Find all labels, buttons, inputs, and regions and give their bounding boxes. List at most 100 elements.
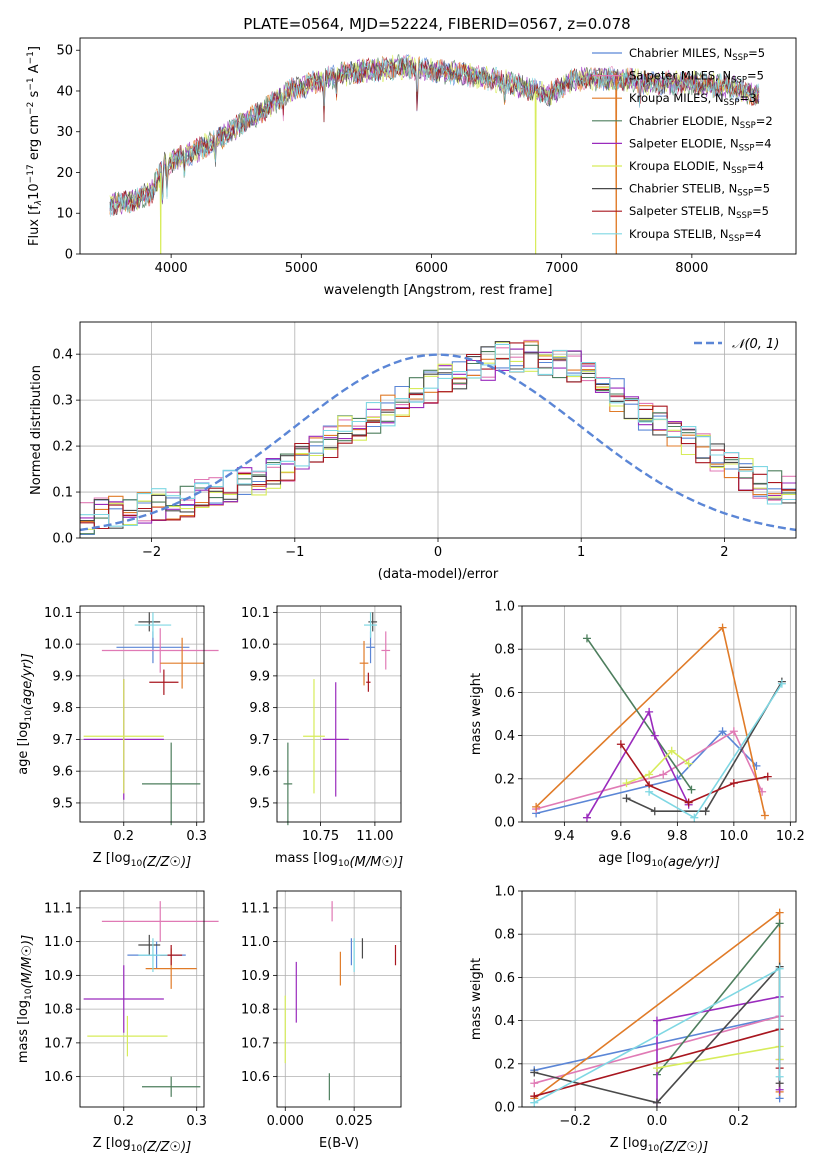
massweight-vs-Z-panel: −0.2 0.0 0.2 0.0 0.2 0.4 0.6 0.8 1.0 Z [log10(Z/Z… (469, 885, 797, 1155)
y-tick-label: 0.1 (52, 486, 73, 501)
spectrum-lines (109, 53, 760, 255)
y-tick-label: 10.8 (44, 1003, 73, 1018)
x-tick-label: 0.025 (336, 1114, 373, 1129)
y-axis-label: mass weight (469, 958, 484, 1040)
massweight-marker-salpeter_elodie (582, 813, 591, 822)
x-tick-label: 8000 (675, 261, 708, 276)
histogram-kroupa_elodie (80, 341, 796, 530)
label-part: (Z/Z☉)] (142, 855, 191, 870)
y-tick-label: 10.0 (44, 638, 73, 653)
x-tick-label: 0 (434, 545, 442, 560)
x-tick-label: 0.2 (113, 829, 134, 844)
y-tick-label: 9.7 (52, 733, 73, 748)
axes-frame (79, 605, 205, 823)
errorbar-chabrier_stelib (368, 612, 378, 632)
massweight-marker-kroupa_miles (532, 802, 541, 811)
x-tick-label: 11.00 (356, 829, 393, 844)
spectrum-line-kroupa_stelib (109, 57, 760, 217)
y-tick-label: 10.6 (241, 1070, 270, 1085)
massweight-marker-kroupa_stelib (690, 813, 699, 822)
y-axis-label: mass [log10(M/M☉)] (16, 935, 35, 1063)
massweight-marker-chabrier_elodie (582, 634, 591, 643)
spectrum-panel: 4000 5000 6000 7000 8000 0 10 20 30 40 50 wavelengt… (26, 37, 797, 298)
histogram-salpeter_stelib (80, 342, 796, 530)
label-part: log (111, 1136, 131, 1151)
legend-label-chabrier_elodie: Chabrier ELODIE, NSSP=2 (629, 114, 773, 131)
y-tick-label: 0 (65, 248, 73, 263)
legend-label-salpeter_stelib: Salpeter STELIB, NSSP=5 (629, 204, 769, 221)
x-tick-label: 5000 (285, 261, 318, 276)
massweight-marker-salpeter_stelib (616, 740, 625, 749)
label-part: (M/M☉)] (20, 935, 35, 989)
x-tick-label: 10.2 (776, 829, 805, 844)
label-part: log (318, 851, 338, 866)
massweight-line-salpeter_miles (535, 730, 763, 810)
y-tick-label: 0.3 (52, 394, 73, 409)
y-tick-label: 0.6 (494, 686, 515, 701)
grid (277, 606, 401, 822)
y-tick-label: 0.2 (494, 1057, 515, 1072)
y-tick-label: 0.4 (494, 1014, 515, 1029)
massweight-marker-kroupa_elodie (684, 759, 693, 768)
errorbar-chabrier_stelib (138, 934, 161, 956)
y-tick-label: 10.7 (44, 1036, 73, 1051)
label-part: 10 (648, 1144, 660, 1154)
errorbar-salpeter_stelib (149, 669, 179, 695)
massweight-marker-salpeter_elodie (652, 1016, 661, 1025)
massweight-marker-chabrier_miles (718, 727, 727, 736)
y-tick-label: 30 (56, 125, 73, 140)
label-part: ] (27, 46, 42, 51)
label-part: age [ (598, 851, 631, 866)
axes-frame (521, 605, 797, 823)
errorbar-salpeter_elodie (322, 682, 349, 797)
y-tick-label: 11.0 (241, 935, 270, 950)
label-part: age [ (16, 741, 31, 774)
x-tick-label: 0.0 (647, 1114, 668, 1129)
x-tick-label: 1 (577, 545, 585, 560)
label-part: SSP (724, 98, 740, 108)
massweight-line-chabrier_elodie (656, 922, 781, 1076)
label-part: log (628, 1136, 648, 1151)
errorbar-chabrier_elodie (142, 742, 201, 826)
label-part: SSP (740, 121, 756, 131)
massweight-marker-kroupa_miles (718, 623, 727, 632)
legend-label-chabrier_stelib: Chabrier STELIB, NSSP=5 (629, 182, 770, 199)
y-tick-label: 0.8 (494, 928, 515, 943)
mass-vs-ebv-panel: 0.000 0.025 10.6 10.7 10.8 10.9 11.0 11.1 E(B-V) (241, 890, 402, 1151)
y-tick-label: 9.7 (249, 733, 270, 748)
residuals-panel: −2 −1 0 1 2 0.0 0.1 0.2 0.3 0.4 𝒩(0, 1) (data-model… (29, 321, 797, 582)
x-tick-label: −1 (285, 545, 304, 560)
age-vs-Z-panel: 0.2 0.39.59.69.79.89.910.010.1Z [log10(Z/… (16, 605, 219, 870)
x-tick-label: 0.2 (113, 1114, 134, 1129)
y-tick-label: 9.9 (249, 669, 270, 684)
massweight-marker-chabrier_stelib (650, 807, 659, 816)
massweight-marker-salpeter_stelib (684, 798, 693, 807)
massweight-marker-kroupa_stelib (645, 787, 654, 796)
x-tick-label: −2 (142, 545, 161, 560)
y-tick-label: 40 (56, 84, 73, 99)
massweight-marker-chabrier_elodie (687, 785, 696, 794)
residuals-legend: 𝒩(0, 1) (694, 337, 779, 352)
grid (80, 891, 204, 1107)
x-tick-label: 0.000 (267, 1114, 304, 1129)
label-part: =3 (739, 91, 756, 105)
legend-label-salpeter_elodie: Salpeter ELODIE, NSSP=4 (629, 136, 772, 153)
label-part: (Z/Z☉)] (659, 1140, 708, 1155)
errorbar-salpeter_stelib (366, 672, 371, 692)
errorbar-kroupa_elodie (83, 679, 164, 794)
massweight-marker-kroupa_stelib (775, 1072, 784, 1081)
y-tick-label: 0.2 (52, 440, 73, 455)
label-part: =4 (755, 136, 772, 150)
y-tick-label: 0.0 (494, 1101, 515, 1116)
errorbar-kroupa_stelib (134, 612, 172, 638)
y-tick-label: 9.6 (249, 765, 270, 780)
label-part: mass [ (275, 851, 318, 866)
x-tick-label: 0.3 (186, 829, 207, 844)
age-vs-mass-panel: 10.75 11.00 9.5 9.6 9.7 9.8 9.9 10.0 10.1 mass [l… (241, 605, 403, 870)
y-tick-label: 0.4 (494, 729, 515, 744)
label-part: SSP (739, 143, 755, 153)
massweight-marker-salpeter_miles (530, 1079, 539, 1088)
y-tick-label: 10.0 (241, 638, 270, 653)
legend-label-chabrier_miles: Chabrier MILES, NSSP=5 (629, 46, 765, 63)
